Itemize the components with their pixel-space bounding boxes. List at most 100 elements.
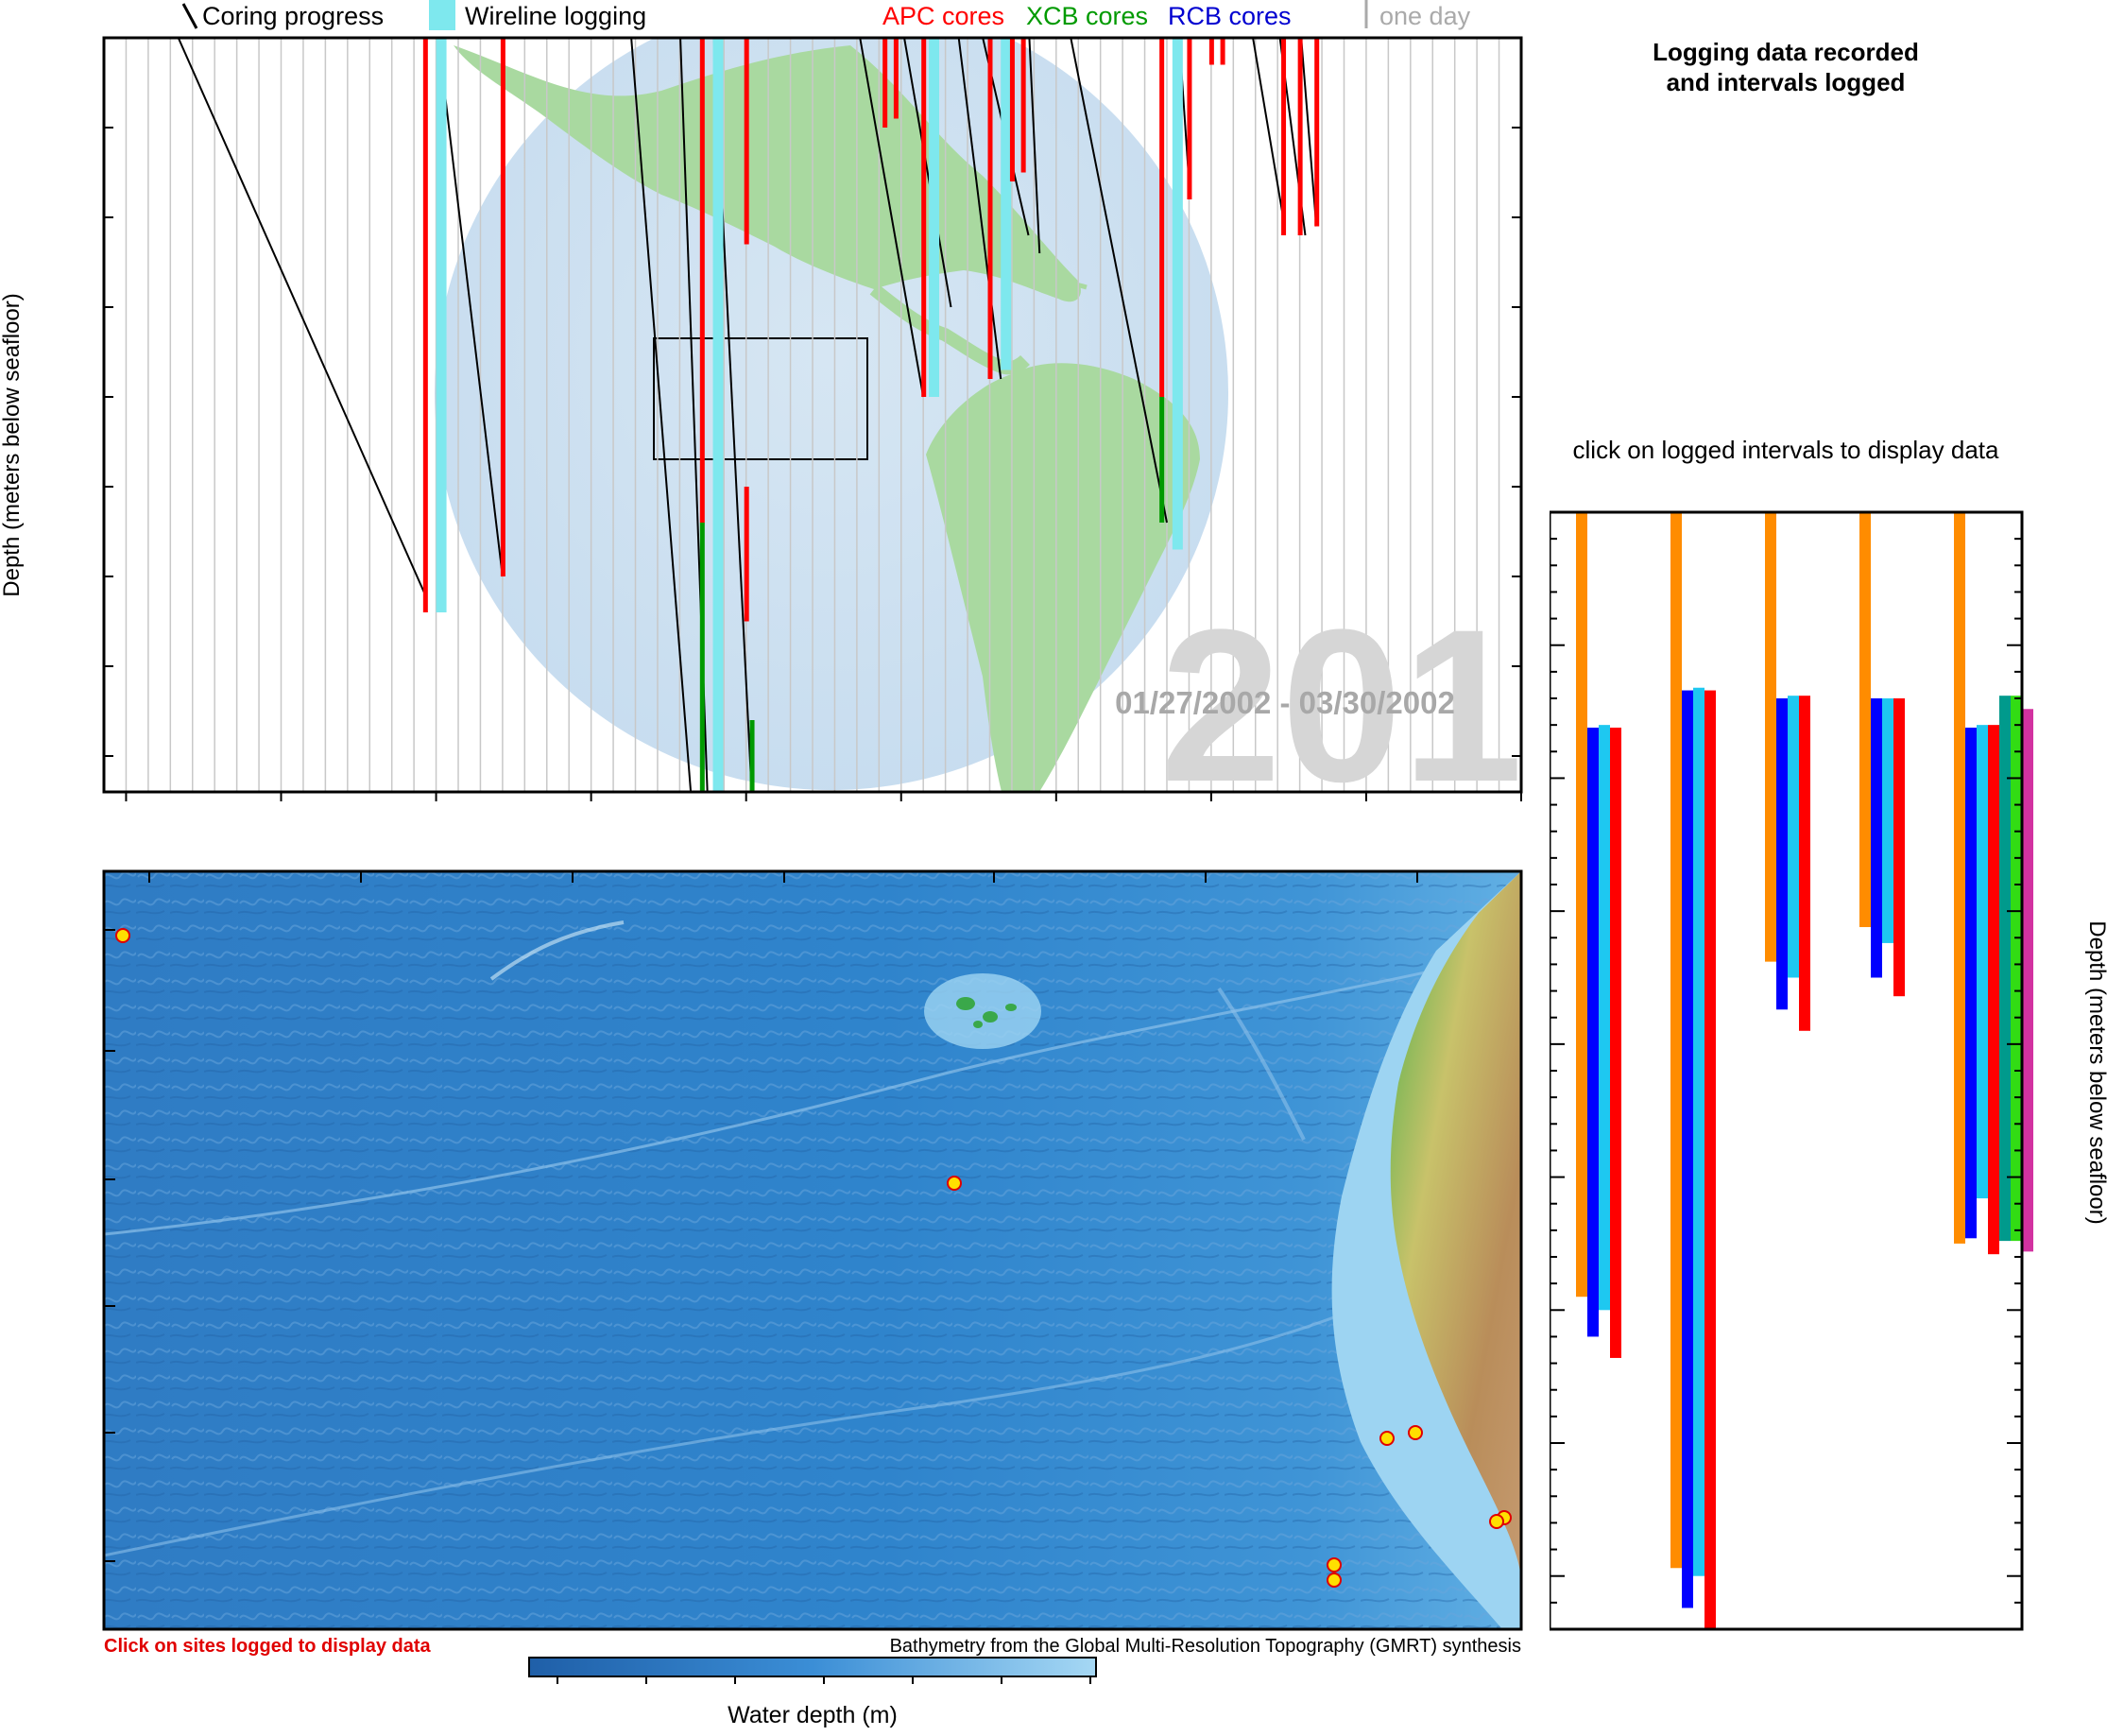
- timeline-data[interactable]: [170, 34, 1320, 792]
- logged-interval-bar[interactable]: [1799, 696, 1810, 1031]
- intervals-axes: [1550, 511, 2022, 1630]
- core-bar[interactable]: [744, 38, 749, 245]
- wireline-legend-label: Wireline logging: [465, 2, 646, 30]
- logged-interval-bar[interactable]: [1788, 696, 1799, 978]
- timeline-svg[interactable]: 201 01/27/2002 - 03/30/2002 Depth (meter…: [0, 34, 1550, 837]
- logged-interval-bar[interactable]: [1587, 727, 1599, 1337]
- core-bar[interactable]: [987, 38, 993, 379]
- intervals-svg[interactable]: click on logged intervals to display dat…: [1548, 425, 2107, 1654]
- core-bar[interactable]: [1220, 38, 1225, 65]
- logged-intervals-chart[interactable]: click on logged intervals to display dat…: [1548, 425, 2107, 1654]
- core-bar[interactable]: [744, 487, 749, 622]
- coring-timeline-chart[interactable]: 201 01/27/2002 - 03/30/2002 Depth (meter…: [0, 34, 1550, 837]
- coring-progress-line[interactable]: [1068, 34, 1168, 524]
- site-marker[interactable]: [1408, 1425, 1423, 1440]
- core-bar[interactable]: [921, 38, 927, 397]
- core-bar[interactable]: [699, 38, 705, 523]
- logged-interval-bar[interactable]: [1693, 687, 1704, 1576]
- core-bar[interactable]: [699, 523, 705, 792]
- colorbar-ticks: [557, 1676, 1091, 1684]
- wireline-bar[interactable]: [436, 38, 447, 612]
- site-marker[interactable]: [1489, 1514, 1504, 1529]
- wireline-legend-swatch: [429, 0, 455, 30]
- coring-progress-line[interactable]: [956, 34, 1002, 380]
- bathymetry-credit: Bathymetry from the Global Multi-Resolut…: [890, 1636, 1521, 1657]
- logging-legend: Logging data recorded and intervals logg…: [1550, 34, 2107, 336]
- logged-interval-bar[interactable]: [1670, 512, 1682, 1569]
- xcb-legend-label: XCB cores: [1026, 2, 1148, 30]
- logged-interval-bar[interactable]: [1765, 512, 1776, 962]
- ocean-relief: [104, 871, 1521, 1629]
- timeline-axes: [104, 127, 1522, 801]
- logging-legend-title-1: Logging data recorded: [1653, 38, 1919, 66]
- coring-legend-label: Coring progress: [202, 2, 384, 30]
- logged-interval-bar[interactable]: [1882, 698, 1893, 943]
- coring-progress-line[interactable]: [1028, 34, 1041, 254]
- globe-background: [435, 38, 1228, 792]
- coring-progress-line[interactable]: [170, 34, 426, 595]
- logged-interval-bar[interactable]: [1965, 727, 1977, 1239]
- wireline-bar[interactable]: [1001, 38, 1012, 370]
- logged-interval-bar[interactable]: [1704, 690, 1716, 1629]
- south-america-land: [1390, 871, 1521, 1584]
- logged-interval-bar[interactable]: [1893, 698, 1905, 997]
- core-bar[interactable]: [893, 38, 899, 119]
- core-bar[interactable]: [1159, 38, 1165, 397]
- site-marker[interactable]: [1327, 1573, 1342, 1588]
- core-bar[interactable]: [1009, 38, 1015, 181]
- logging-legend-title-2: and intervals logged: [1667, 68, 1906, 96]
- map-frame: [102, 869, 1523, 1631]
- intervals-y-axis-label: Depth (meters below seafloor): [2084, 920, 2107, 1224]
- logged-interval-bar[interactable]: [1859, 512, 1871, 928]
- wireline-bar[interactable]: [1172, 38, 1183, 550]
- coring-progress-line[interactable]: [437, 34, 504, 577]
- core-bar[interactable]: [500, 38, 505, 576]
- core-bar[interactable]: [1281, 38, 1287, 235]
- core-bar[interactable]: [882, 38, 888, 128]
- site-marker[interactable]: [1327, 1557, 1342, 1573]
- logged-interval-bar[interactable]: [1988, 725, 1999, 1255]
- logged-interval-bar[interactable]: [1871, 698, 1882, 978]
- logged-interval-bar[interactable]: [1954, 512, 1965, 1244]
- click-intervals-text: click on logged intervals to display dat…: [1573, 436, 1999, 464]
- logged-interval-bar[interactable]: [1610, 727, 1621, 1358]
- site-marker[interactable]: [115, 928, 130, 943]
- core-bar[interactable]: [1297, 38, 1303, 235]
- coring-progress-line[interactable]: [1250, 34, 1285, 218]
- logging-legend-svg: Logging data recorded and intervals logg…: [1653, 38, 1919, 96]
- map-sites[interactable]: [115, 928, 1512, 1588]
- wireline-bar[interactable]: [712, 38, 724, 792]
- core-bar[interactable]: [1159, 397, 1165, 523]
- logged-interval-bar[interactable]: [2022, 709, 2033, 1252]
- logged-interval-bar[interactable]: [1576, 512, 1587, 1298]
- map-area: [104, 871, 1521, 1629]
- timeline-y-axis-label: Depth (meters below seafloor): [0, 293, 25, 596]
- coring-progress-line[interactable]: [857, 34, 925, 398]
- logged-interval-bar[interactable]: [1776, 698, 1788, 1010]
- one-day-legend-label: one day: [1379, 2, 1471, 30]
- colorbar-label: Water depth (m): [728, 1702, 898, 1728]
- core-bar[interactable]: [1314, 38, 1320, 227]
- leg-number: 201: [1160, 584, 1523, 827]
- core-bar[interactable]: [1020, 38, 1026, 173]
- coring-progress-line[interactable]: [630, 34, 693, 792]
- bathymetry-map[interactable]: Click on sites logged to display data Ba…: [0, 837, 1550, 1731]
- rcb-legend-label: RCB cores: [1168, 2, 1292, 30]
- coring-legend-line: [181, 3, 198, 29]
- core-bar[interactable]: [1187, 38, 1192, 199]
- click-sites-text[interactable]: Click on sites logged to display data: [104, 1636, 432, 1657]
- interval-bars[interactable]: [1576, 512, 2033, 1629]
- core-bar[interactable]: [422, 38, 428, 612]
- site-marker[interactable]: [1379, 1431, 1395, 1446]
- logged-interval-bar[interactable]: [1999, 696, 2011, 1242]
- map-svg[interactable]: Click on sites logged to display data Ba…: [0, 837, 1550, 1731]
- site-marker[interactable]: [947, 1176, 962, 1191]
- top-legend-svg: Coring progress Wireline logging APC cor…: [181, 0, 1471, 30]
- wireline-bar[interactable]: [929, 38, 940, 397]
- core-bar[interactable]: [749, 720, 755, 792]
- logged-interval-bar[interactable]: [1599, 725, 1610, 1311]
- core-bar[interactable]: [1208, 38, 1214, 65]
- logged-interval-bar[interactable]: [1682, 690, 1693, 1608]
- map-axes: [104, 871, 1418, 1562]
- logged-interval-bar[interactable]: [1977, 725, 1988, 1199]
